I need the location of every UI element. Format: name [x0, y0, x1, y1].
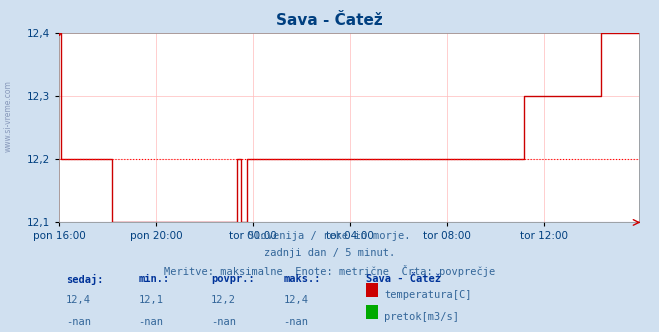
- Text: -nan: -nan: [138, 317, 163, 327]
- Text: 12,4: 12,4: [283, 295, 308, 305]
- Text: pretok[m3/s]: pretok[m3/s]: [384, 312, 459, 322]
- Text: min.:: min.:: [138, 274, 169, 284]
- Text: Sava - Čatež: Sava - Čatež: [276, 13, 383, 28]
- Text: zadnji dan / 5 minut.: zadnji dan / 5 minut.: [264, 248, 395, 258]
- Text: povpr.:: povpr.:: [211, 274, 254, 284]
- Text: -nan: -nan: [283, 317, 308, 327]
- Text: www.si-vreme.com: www.si-vreme.com: [3, 80, 13, 152]
- Text: temperatura[C]: temperatura[C]: [384, 290, 472, 300]
- Text: -nan: -nan: [66, 317, 91, 327]
- Text: Meritve: maksimalne  Enote: metrične  Črta: povprečje: Meritve: maksimalne Enote: metrične Črta…: [164, 265, 495, 277]
- Text: maks.:: maks.:: [283, 274, 321, 284]
- Text: sedaj:: sedaj:: [66, 274, 103, 285]
- Text: Sava - Čatež: Sava - Čatež: [366, 274, 441, 284]
- Text: 12,1: 12,1: [138, 295, 163, 305]
- Text: 12,4: 12,4: [66, 295, 91, 305]
- Text: 12,2: 12,2: [211, 295, 236, 305]
- Text: Slovenija / reke in morje.: Slovenija / reke in morje.: [248, 231, 411, 241]
- Text: -nan: -nan: [211, 317, 236, 327]
